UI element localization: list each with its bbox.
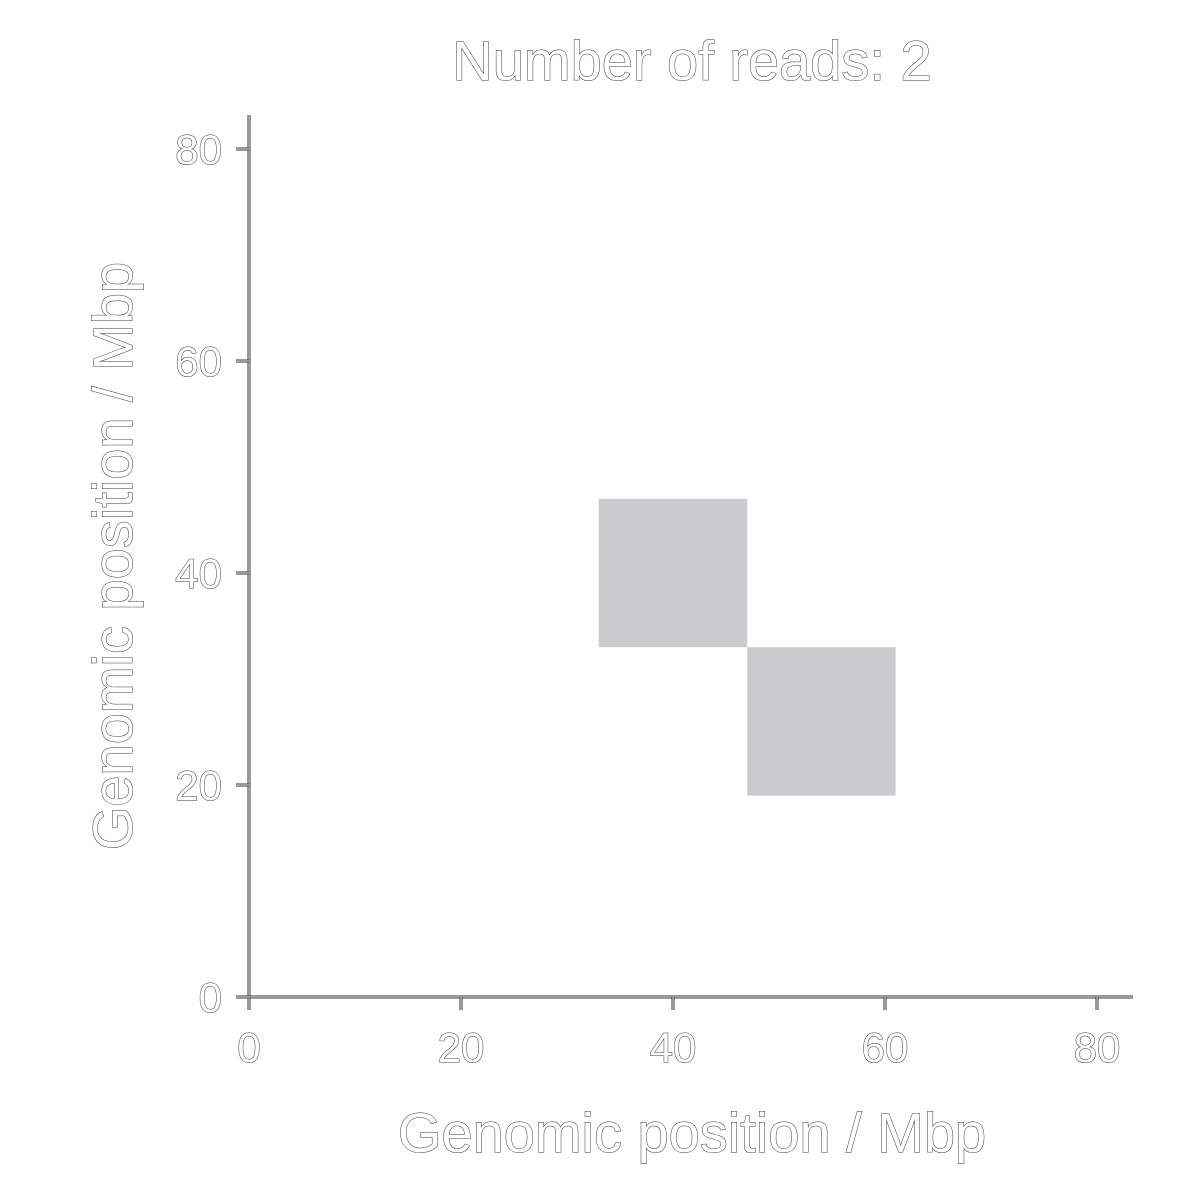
x-axis-label: Genomic position / Mbp (398, 1101, 986, 1164)
y-tick-label-0: 0 (199, 974, 222, 1021)
x-tick-label-2: 40 (650, 1024, 697, 1071)
x-tick-label-0: 0 (237, 1024, 260, 1071)
y-tick-label-3: 60 (175, 338, 222, 385)
y-axis-label: Genomic position / Mbp (81, 262, 144, 850)
chart-title: Number of reads: 2 (452, 29, 931, 92)
heatmap-cell-0 (598, 498, 748, 648)
x-tick-label-3: 60 (862, 1024, 909, 1071)
y-tick-label-2: 40 (175, 550, 222, 597)
heatmap-cell-1 (747, 647, 896, 796)
ticks (236, 147, 1099, 1010)
y-tick-label-1: 20 (175, 762, 222, 809)
heatmap-cells (598, 498, 896, 796)
axes (247, 115, 1133, 999)
x-tick-label-4: 80 (1074, 1024, 1121, 1071)
y-tick-label-4: 80 (175, 126, 222, 173)
x-tick-label-1: 20 (438, 1024, 485, 1071)
tick-labels: 0 20 40 60 80 0 20 40 60 80 (175, 126, 1121, 1072)
